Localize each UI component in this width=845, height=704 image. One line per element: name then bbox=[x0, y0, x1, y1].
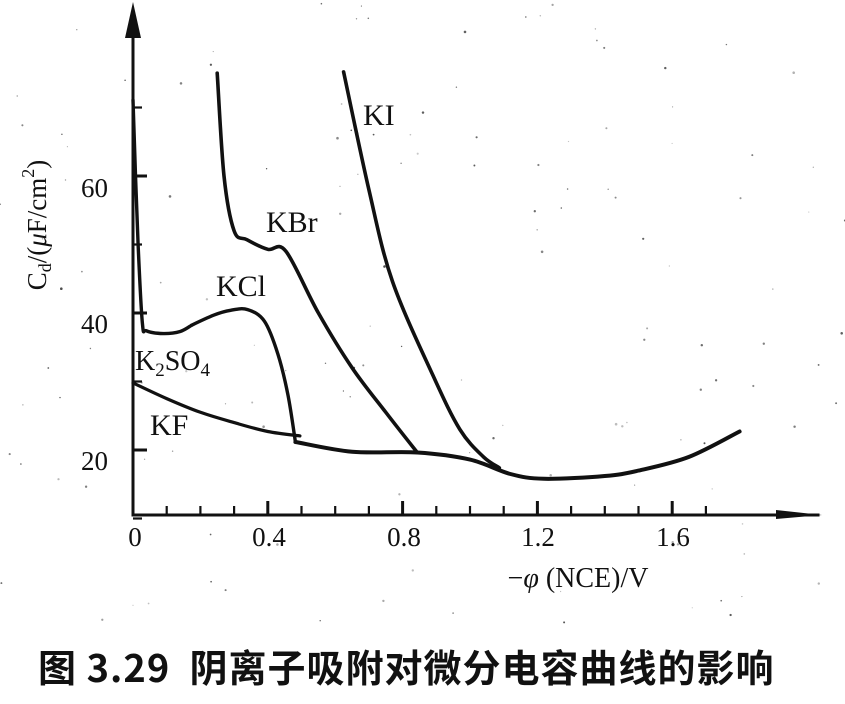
svg-text:1.6: 1.6 bbox=[656, 522, 690, 552]
svg-text:0: 0 bbox=[128, 522, 142, 552]
svg-text:K2SO4: K2SO4 bbox=[135, 346, 211, 381]
svg-text:KI: KI bbox=[363, 99, 395, 132]
svg-text:−φ (NCE)/V: −φ (NCE)/V bbox=[508, 563, 649, 594]
svg-text:图 3.29 阴离子吸附对微分电容曲线的影响: 图 3.29 阴离子吸附对微分电容曲线的影响 bbox=[38, 638, 775, 693]
svg-text:Cd/(μF/cm2): Cd/(μF/cm2) bbox=[18, 160, 55, 291]
svg-text:0.4: 0.4 bbox=[252, 522, 286, 552]
svg-text:0.8: 0.8 bbox=[387, 522, 421, 552]
svg-text:1.2: 1.2 bbox=[521, 522, 555, 552]
svg-text:40: 40 bbox=[81, 309, 108, 339]
svg-text:KF: KF bbox=[150, 409, 188, 442]
svg-text:KCl: KCl bbox=[216, 270, 266, 303]
svg-text:KBr: KBr bbox=[266, 206, 318, 239]
svg-text:60: 60 bbox=[81, 173, 108, 203]
svg-text:20: 20 bbox=[81, 446, 108, 476]
